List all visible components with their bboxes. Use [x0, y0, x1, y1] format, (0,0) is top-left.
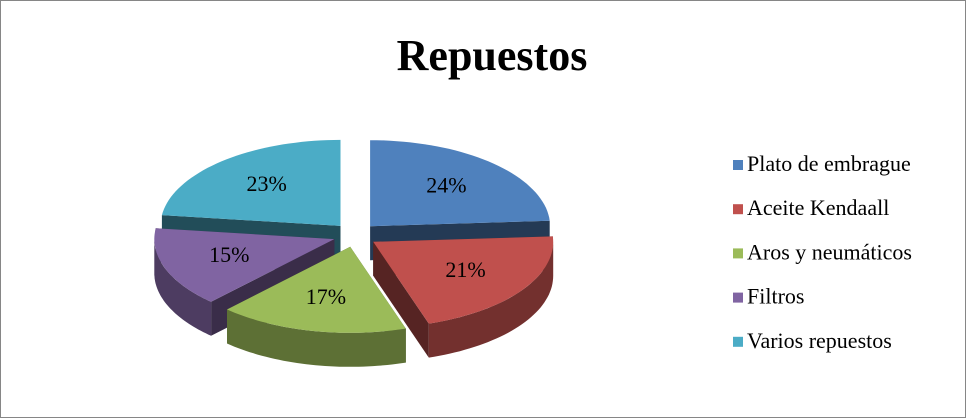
slice-wall — [154, 239, 212, 336]
pie: 24% 21% 17% 15% 23% — [154, 139, 554, 367]
slice-label: 17% — [306, 284, 346, 309]
slice-side — [373, 241, 429, 358]
legend-swatch — [733, 204, 743, 215]
legend-swatch — [733, 336, 743, 347]
legend: Plato de embrague Aceite Kendaall Aros y n… — [733, 151, 912, 353]
legend-label: Filtros — [747, 284, 804, 309]
legend-swatch — [733, 292, 743, 303]
slice-label: 23% — [246, 171, 286, 196]
legend-label: Plato de embrague — [747, 151, 911, 176]
legend-label: Varios repuestos — [747, 328, 892, 353]
legend-swatch — [733, 160, 743, 170]
slice — [161, 139, 341, 226]
slice — [227, 246, 406, 333]
slice — [370, 140, 550, 227]
legend-swatch — [733, 248, 743, 259]
slice-label: 21% — [445, 257, 485, 282]
legend-label: Aros y neumáticos — [747, 239, 912, 264]
slice — [373, 236, 554, 324]
slice-wall — [428, 241, 554, 358]
legend-label: Aceite Kendaall — [747, 195, 889, 220]
slice — [154, 228, 335, 302]
slice-label: 15% — [209, 242, 249, 267]
slice-label: 24% — [426, 172, 466, 197]
slice-wall — [227, 309, 406, 367]
chart-title: Repuestos — [397, 31, 588, 80]
